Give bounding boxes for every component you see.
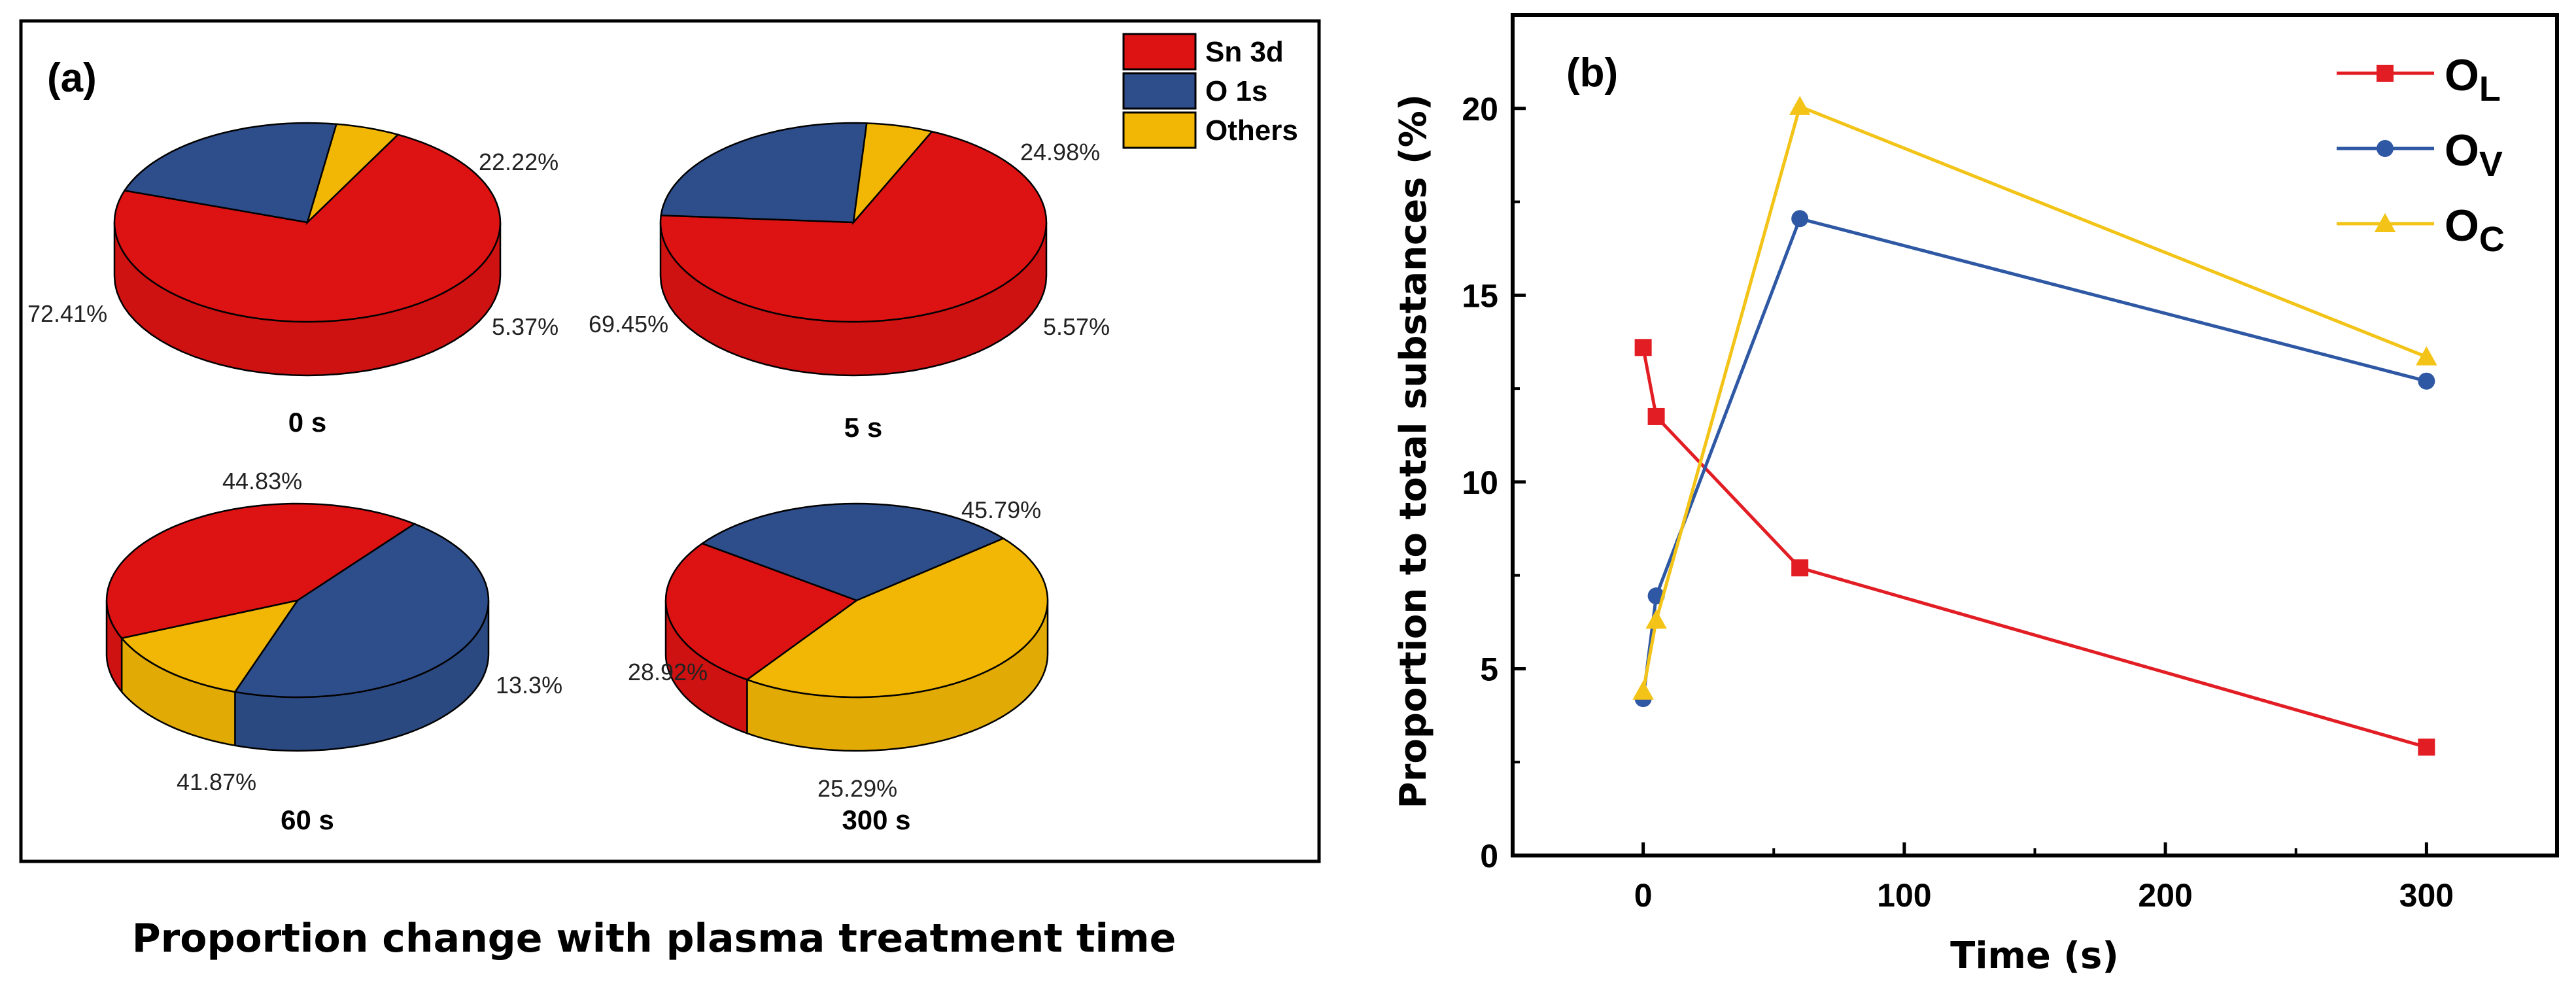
legend-label-sub: V bbox=[2479, 145, 2503, 184]
y-tick-label: 15 bbox=[1462, 277, 1498, 314]
pie-chart: 25.29% 28.92% 45.79% 300 s bbox=[628, 496, 1049, 835]
pie-data-label: 45.79% bbox=[961, 496, 1041, 523]
x-axis-label: Time (s) bbox=[1950, 935, 2119, 977]
pie-chart: 69.45% 24.98% 5.57% 5 s bbox=[589, 122, 1110, 443]
pie-charts: 72.41% 22.22% 5.37% 0 s 69.45% 24.98% 5.57% 5 s… bbox=[27, 122, 1110, 835]
pie-slice bbox=[120, 599, 300, 693]
pie-data-label: 22.22% bbox=[479, 148, 558, 175]
data-point bbox=[1791, 210, 1809, 228]
pie-chart: 72.41% 22.22% 5.37% 0 s bbox=[27, 122, 558, 438]
pie-data-label: 25.29% bbox=[817, 775, 897, 802]
legend-label: OL bbox=[2445, 50, 2501, 109]
pie-slice bbox=[105, 502, 417, 640]
y-tick-label: 20 bbox=[1462, 91, 1498, 128]
x-tick-label: 200 bbox=[2138, 877, 2192, 914]
pie-slice bbox=[123, 122, 338, 224]
plot-area-frame bbox=[1511, 13, 2559, 857]
pie-data-label: 44.83% bbox=[222, 468, 302, 494]
legend-label-sub: L bbox=[2479, 69, 2501, 109]
y-axis-label: Proportion to total substances (%) bbox=[1392, 94, 1435, 809]
data-point bbox=[1789, 95, 1811, 115]
pie-data-label: 5.37% bbox=[492, 313, 558, 340]
legend-entry: OV bbox=[2337, 126, 2503, 184]
y-tick-label: 5 bbox=[1480, 651, 1498, 687]
legend-entry: OL bbox=[2337, 50, 2501, 109]
pie-time-label: 300 s bbox=[842, 804, 910, 835]
data-point bbox=[1645, 609, 1667, 629]
pie-data-label: 13.3% bbox=[496, 672, 562, 699]
data-point bbox=[1791, 559, 1809, 577]
data-point bbox=[2418, 372, 2435, 390]
data-point bbox=[2418, 738, 2435, 756]
pie-slice bbox=[660, 122, 868, 224]
series-C bbox=[1632, 95, 2437, 700]
pie-legend: Sn 3d O 1s Others bbox=[1122, 33, 1298, 149]
pie-data-label: 41.87% bbox=[177, 769, 256, 795]
series-L bbox=[1634, 339, 2435, 756]
pie-slice bbox=[745, 537, 1049, 699]
legend-entry: OC bbox=[2337, 201, 2505, 259]
legend-label: OV bbox=[2445, 126, 2503, 184]
pie-slice bbox=[664, 542, 859, 681]
figure-caption: Proportion change with plasma treatment … bbox=[131, 916, 1176, 961]
legend-label: Sn 3d bbox=[1205, 36, 1284, 68]
legend-label-main: O bbox=[2445, 50, 2479, 100]
pie-panel-frame bbox=[19, 19, 1321, 863]
pie-time-label: 60 s bbox=[281, 804, 334, 835]
pie-chart: 41.87% 44.83% 13.3% 60 s bbox=[105, 468, 562, 835]
panel-b-label: (b) bbox=[1566, 50, 1618, 95]
pie-slice bbox=[659, 130, 1048, 323]
y-tick-label: 0 bbox=[1480, 838, 1498, 874]
pie-data-label: 24.98% bbox=[1020, 139, 1100, 165]
legend-label: OC bbox=[2445, 201, 2505, 259]
legend-label: O 1s bbox=[1205, 75, 1267, 107]
legend-label-main: O bbox=[2445, 201, 2479, 250]
y-tick-label: 10 bbox=[1462, 464, 1498, 501]
series-line bbox=[1641, 216, 2428, 699]
pie-panel: (a) Sn 3d O 1s Others 72.41% 22.22% 5.37% 0 s… bbox=[19, 19, 1321, 863]
pie-slice bbox=[700, 502, 1005, 602]
data-point bbox=[2416, 346, 2437, 366]
legend-label: Others bbox=[1205, 114, 1298, 147]
x-tick-label: 300 bbox=[2399, 877, 2454, 914]
data-point bbox=[1632, 680, 1654, 700]
data-point bbox=[1647, 407, 1665, 425]
data-point bbox=[2374, 213, 2396, 232]
series-line bbox=[1641, 104, 2428, 692]
series-lines bbox=[1632, 95, 2437, 756]
axes: 0 100 200 300 0 5 10 15 20 bbox=[1462, 14, 2558, 914]
legend-swatch bbox=[1122, 33, 1197, 71]
data-point bbox=[2377, 65, 2394, 82]
x-tick-label: 100 bbox=[1877, 877, 1931, 914]
pie-slice bbox=[113, 133, 502, 323]
legend-swatch bbox=[1122, 72, 1197, 110]
pie-data-label: 72.41% bbox=[27, 300, 107, 327]
pie-slice bbox=[233, 523, 490, 699]
x-tick-label: 0 bbox=[1634, 877, 1653, 914]
data-point bbox=[2377, 140, 2394, 157]
data-point bbox=[1634, 339, 1652, 356]
panel-a-label: (a) bbox=[47, 56, 97, 101]
legend-label-main: O bbox=[2445, 126, 2479, 175]
series-V bbox=[1634, 210, 2435, 708]
pie-slice bbox=[305, 123, 400, 226]
legend-label-sub: C bbox=[2479, 220, 2505, 259]
series-line bbox=[1641, 347, 2428, 749]
pie-data-label: 69.45% bbox=[589, 311, 668, 337]
pie-data-label: 28.92% bbox=[628, 659, 708, 685]
pie-time-label: 5 s bbox=[844, 412, 882, 443]
pie-time-label: 0 s bbox=[288, 407, 326, 438]
legend-swatch bbox=[1122, 111, 1197, 149]
pie-slice bbox=[852, 122, 934, 225]
pie-data-label: 5.57% bbox=[1043, 313, 1110, 340]
